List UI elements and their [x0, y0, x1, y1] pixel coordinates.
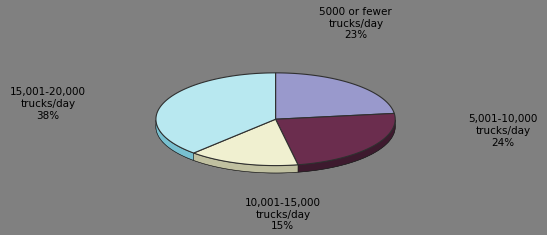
Polygon shape: [194, 119, 298, 166]
Polygon shape: [156, 120, 194, 160]
Ellipse shape: [156, 80, 395, 173]
Polygon shape: [298, 120, 395, 172]
Text: 10,001-15,000
trucks/day
15%: 10,001-15,000 trucks/day 15%: [245, 198, 321, 231]
Polygon shape: [276, 73, 394, 119]
Text: 15,001-20,000
trucks/day
38%: 15,001-20,000 trucks/day 38%: [10, 87, 86, 121]
Polygon shape: [194, 153, 298, 173]
Text: 5,001-10,000
trucks/day
24%: 5,001-10,000 trucks/day 24%: [468, 114, 538, 148]
Text: 5000 or fewer
trucks/day
23%: 5000 or fewer trucks/day 23%: [319, 7, 392, 40]
Polygon shape: [156, 73, 276, 153]
Polygon shape: [276, 114, 395, 165]
